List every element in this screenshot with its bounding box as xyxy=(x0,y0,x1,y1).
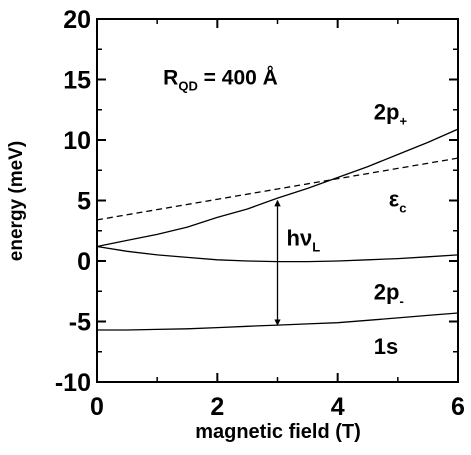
label-2p-minus: 2p- xyxy=(374,280,404,309)
y-tick-label: 0 xyxy=(77,248,91,276)
label-1s: 1s xyxy=(374,334,398,359)
curve-eps-c xyxy=(96,157,459,221)
y-tick-label: 5 xyxy=(77,188,91,216)
y-tick-label: 15 xyxy=(63,67,91,95)
x-tick-label: 2 xyxy=(210,393,224,421)
label-h-nu-l: hνL xyxy=(287,225,321,254)
y-axis-label-group: energy (meV) xyxy=(6,141,27,261)
y-tick-label: 20 xyxy=(63,6,91,34)
label-2p-plus: 2p+ xyxy=(374,99,408,128)
x-tick-label: 6 xyxy=(451,393,465,421)
y-tick-label: -5 xyxy=(69,309,91,337)
radius-annotation: RQD = 400 Å xyxy=(163,65,278,93)
y-axis-label: energy (meV) xyxy=(6,141,27,261)
x-tick-label: 0 xyxy=(90,393,104,421)
plot-frame xyxy=(96,18,459,383)
label-epsilon-c: εc xyxy=(389,187,407,216)
x-axis-label: magnetic field (T) xyxy=(195,421,361,443)
curve-2p- xyxy=(96,128,459,248)
tick-labels: -10 -5 0 5 10 15 20 0 2 4 6 xyxy=(55,6,465,421)
y-tick-label: -10 xyxy=(55,369,91,397)
y-tick-label: 10 xyxy=(63,127,91,155)
x-tick-label: 4 xyxy=(331,393,345,421)
annotations: RQD = 400 Å 2p+ εc hνL 2p- 1s xyxy=(163,65,407,359)
plot-area: -10 -5 0 5 10 15 20 0 2 4 6 RQD = 400 Å 2p+ εc hνL 2p-… xyxy=(55,6,465,421)
